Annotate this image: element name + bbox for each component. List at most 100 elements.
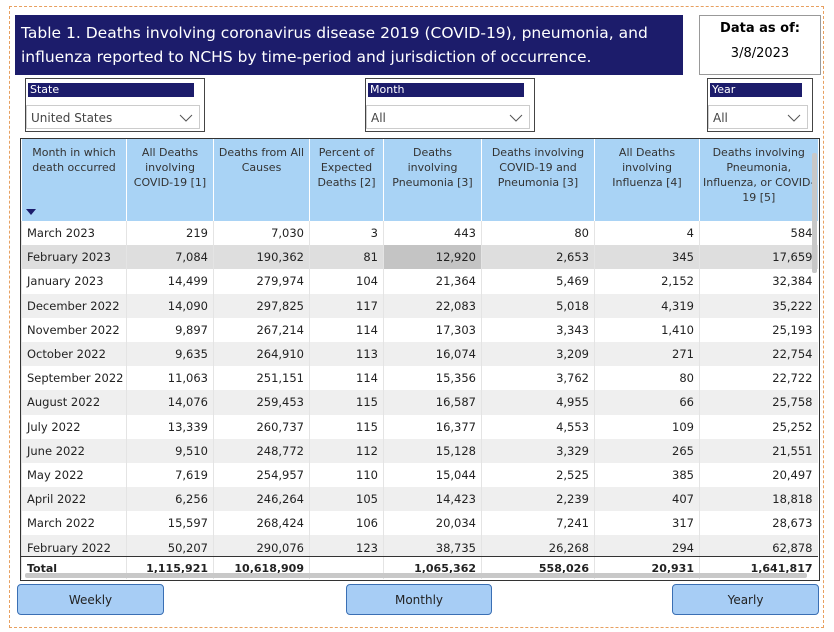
table-cell: 22,722 <box>699 366 818 391</box>
table-cell: 3,329 <box>481 438 595 463</box>
table-cell: 112 <box>309 438 384 463</box>
column-header[interactable]: All Deaths involving COVID-19 [1] <box>126 139 214 221</box>
column-header[interactable]: Deaths involving Pneumonia, Influenza, o… <box>699 139 818 221</box>
table-cell: 15,128 <box>383 438 482 463</box>
table-row: June 2022 9,510 248,772 112 15,128 3,329 265 21… <box>21 438 818 463</box>
table-cell: 109 <box>594 414 700 439</box>
filter-text: United States <box>31 111 113 125</box>
state-filter[interactable]: State United States <box>25 78 205 132</box>
column-header[interactable]: Month in which death occurred <box>21 139 127 221</box>
table-cell: 268,424 <box>213 511 310 536</box>
table-cell: April 2022 <box>21 487 127 512</box>
chevron <box>179 114 193 122</box>
table-cell: September 2022 <box>21 366 127 391</box>
table-row: May 2022 7,619 254,957 110 15,044 2,525 385 20,… <box>21 462 818 488</box>
table-cell: 35,222 <box>699 293 818 318</box>
table-cell: July 2022 <box>21 414 127 439</box>
table-cell: 25,252 <box>699 414 818 439</box>
weekly-button[interactable]: Weekly <box>17 584 164 615</box>
table-cell: 17,303 <box>383 317 482 342</box>
table-cell: 7,084 <box>126 245 214 270</box>
v-scrollbar[interactable] <box>812 153 817 273</box>
table-cell: 267,214 <box>213 317 310 342</box>
yearly-button[interactable]: Yearly <box>672 584 819 615</box>
table-cell: 3,762 <box>481 366 595 391</box>
table-cell: June 2022 <box>21 438 127 463</box>
filter-value[interactable]: All <box>708 105 808 129</box>
year-filter[interactable]: Year All <box>707 78 813 132</box>
table-cell: 115 <box>309 414 384 439</box>
h-scrollbar[interactable] <box>25 573 807 578</box>
table-cell: 14,076 <box>126 390 214 415</box>
table-row: January 2023 14,499 279,974 104 21,364 5,469 2… <box>21 269 818 294</box>
filter-value[interactable]: United States <box>26 105 200 129</box>
table-cell: 260,737 <box>213 414 310 439</box>
table-cell: 25,193 <box>699 317 818 342</box>
header-text: All Deaths involving COVID-19 [1] <box>133 146 207 189</box>
table-cell: 264,910 <box>213 341 310 367</box>
table-cell: 21,551 <box>699 438 818 463</box>
header-text: Deaths from All Causes <box>218 146 305 174</box>
table-cell: February 2023 <box>21 245 127 270</box>
column-header[interactable]: Deaths involving Pneumonia [3] <box>383 139 482 221</box>
table-cell: January 2023 <box>21 269 127 294</box>
column-header[interactable]: Deaths from All Causes <box>213 139 310 221</box>
table-row: April 2022 6,256 246,264 105 14,423 2,239 407 1… <box>21 487 818 512</box>
monthly-button[interactable]: Monthly <box>346 584 492 615</box>
table-cell: 7,241 <box>481 511 595 536</box>
table-cell: 3 <box>309 221 384 246</box>
column-header[interactable]: All Deaths involving Influenza [4] <box>594 139 700 221</box>
table-cell: 2,152 <box>594 269 700 294</box>
table-cell: 9,635 <box>126 341 214 367</box>
table-cell: 26,268 <box>481 535 595 556</box>
table-cell: 14,090 <box>126 293 214 318</box>
column-header[interactable]: Percent of Expected Deaths [2] <box>309 139 384 221</box>
header-text: Percent of Expected Deaths [2] <box>317 146 376 189</box>
table-cell: 105 <box>309 487 384 512</box>
table-cell: 22,754 <box>699 341 818 367</box>
table-cell: 11,063 <box>126 366 214 391</box>
table-row: March 2022 15,597 268,424 106 20,034 7,241 317… <box>21 511 818 536</box>
table-cell: 7,619 <box>126 462 214 488</box>
table-cell: 4 <box>594 221 700 246</box>
table-row: August 2022 14,076 259,453 115 16,587 4,955 66… <box>21 390 818 415</box>
table-cell: 4,319 <box>594 293 700 318</box>
table-cell: 22,083 <box>383 293 482 318</box>
table-cell: 290,076 <box>213 535 310 556</box>
table-cell: 25,758 <box>699 390 818 415</box>
table-cell: March 2022 <box>21 511 127 536</box>
table-cell: 15,356 <box>383 366 482 391</box>
table-row: December 2022 14,090 297,825 117 22,083 5,018… <box>21 293 818 318</box>
table-cell: December 2022 <box>21 293 127 318</box>
table-cell: 219 <box>126 221 214 246</box>
table-cell: 9,897 <box>126 317 214 342</box>
filter-text: All <box>713 111 728 125</box>
table-cell: 14,423 <box>383 487 482 512</box>
table-row: July 2022 13,339 260,737 115 16,377 4,553 109 2… <box>21 414 818 439</box>
table-cell: 12,920 <box>383 245 482 270</box>
table-cell: 32,384 <box>699 269 818 294</box>
table-cell: 114 <box>309 366 384 391</box>
table-cell: 1,410 <box>594 317 700 342</box>
month-filter[interactable]: Month All <box>365 78 535 132</box>
table-cell: 2,239 <box>481 487 595 512</box>
table-cell: 271 <box>594 341 700 367</box>
table-cell: 317 <box>594 511 700 536</box>
table-cell: 443 <box>383 221 482 246</box>
column-header[interactable]: Deaths involving COVID-19 and Pneumonia … <box>481 139 595 221</box>
table-cell: 265 <box>594 438 700 463</box>
table-cell: 5,018 <box>481 293 595 318</box>
table-cell: 3,343 <box>481 317 595 342</box>
table-cell: 113 <box>309 341 384 367</box>
sort-arrow[interactable] <box>26 209 36 215</box>
table-cell: 345 <box>594 245 700 270</box>
filter-value[interactable]: All <box>366 105 530 129</box>
title: Table 1. Deaths involving coronavirus di… <box>15 15 683 75</box>
table-cell: 9,510 <box>126 438 214 463</box>
table-cell: 123 <box>309 535 384 556</box>
table-cell: 5,469 <box>481 269 595 294</box>
table-cell: 2,525 <box>481 462 595 488</box>
table-cell: 407 <box>594 487 700 512</box>
table-cell: 7,030 <box>213 221 310 246</box>
